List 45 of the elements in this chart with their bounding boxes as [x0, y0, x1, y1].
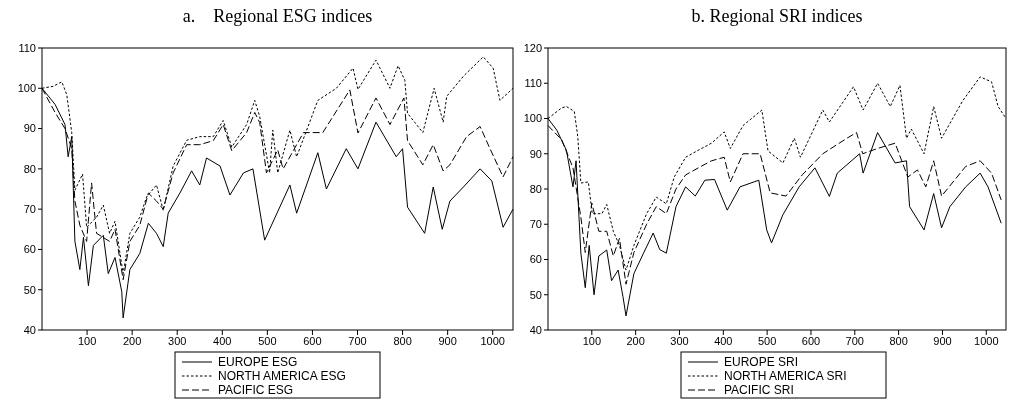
chart-title: b. Regional SRI indices — [691, 6, 863, 26]
y-tick-label: 100 — [523, 112, 542, 125]
x-tick-label: 300 — [670, 335, 689, 347]
y-tick-label: 50 — [529, 288, 542, 301]
y-tick-label: 60 — [23, 243, 36, 256]
x-tick-label: 600 — [303, 335, 322, 347]
y-tick-label: 80 — [23, 162, 36, 175]
legend-label: PACIFIC ESG — [218, 383, 294, 398]
x-tick-label: 1000 — [974, 335, 999, 347]
legend-label: EUROPE ESG — [218, 355, 298, 370]
y-tick-label: 50 — [23, 283, 36, 296]
x-tick-label: 600 — [801, 335, 821, 347]
x-tick-label: 200 — [626, 335, 645, 347]
y-tick-label: 110 — [18, 41, 36, 54]
x-tick-label: 900 — [933, 335, 952, 347]
x-tick-label: 500 — [757, 335, 777, 347]
y-tick-label: 100 — [17, 82, 36, 95]
x-tick-label: 400 — [213, 335, 232, 347]
legend-label: EUROPE SRI — [724, 355, 799, 370]
x-tick-label: 1000 — [480, 335, 505, 347]
x-tick-label: 200 — [122, 335, 142, 347]
legend-label: PACIFIC SRI — [724, 383, 794, 398]
x-tick-label: 500 — [258, 335, 277, 347]
legend-label: NORTH AMERICA SRI — [724, 369, 847, 384]
x-tick-label: 100 — [582, 335, 602, 347]
y-tick-label: 40 — [23, 323, 36, 336]
x-tick-label: 900 — [438, 335, 457, 347]
y-tick-label: 80 — [529, 182, 542, 195]
y-tick-label: 40 — [529, 323, 542, 336]
legend-label: NORTH AMERICA ESG — [218, 369, 346, 384]
y-tick-label: 70 — [529, 218, 542, 231]
x-tick-label: 700 — [348, 335, 367, 347]
y-tick-label: 90 — [529, 147, 542, 160]
x-tick-label: 800 — [889, 335, 908, 347]
y-tick-label: 60 — [529, 253, 542, 266]
chart-title: a. Regional ESG indices — [182, 6, 373, 26]
x-tick-label: 800 — [393, 335, 412, 347]
y-tick-label: 90 — [23, 122, 36, 135]
x-tick-label: 300 — [168, 335, 187, 347]
x-tick-label: 400 — [714, 335, 733, 347]
x-tick-label: 100 — [77, 335, 97, 347]
y-tick-label: 120 — [523, 41, 542, 54]
y-tick-label: 110 — [524, 77, 542, 90]
x-tick-label: 700 — [845, 335, 864, 347]
y-tick-label: 70 — [23, 202, 36, 215]
